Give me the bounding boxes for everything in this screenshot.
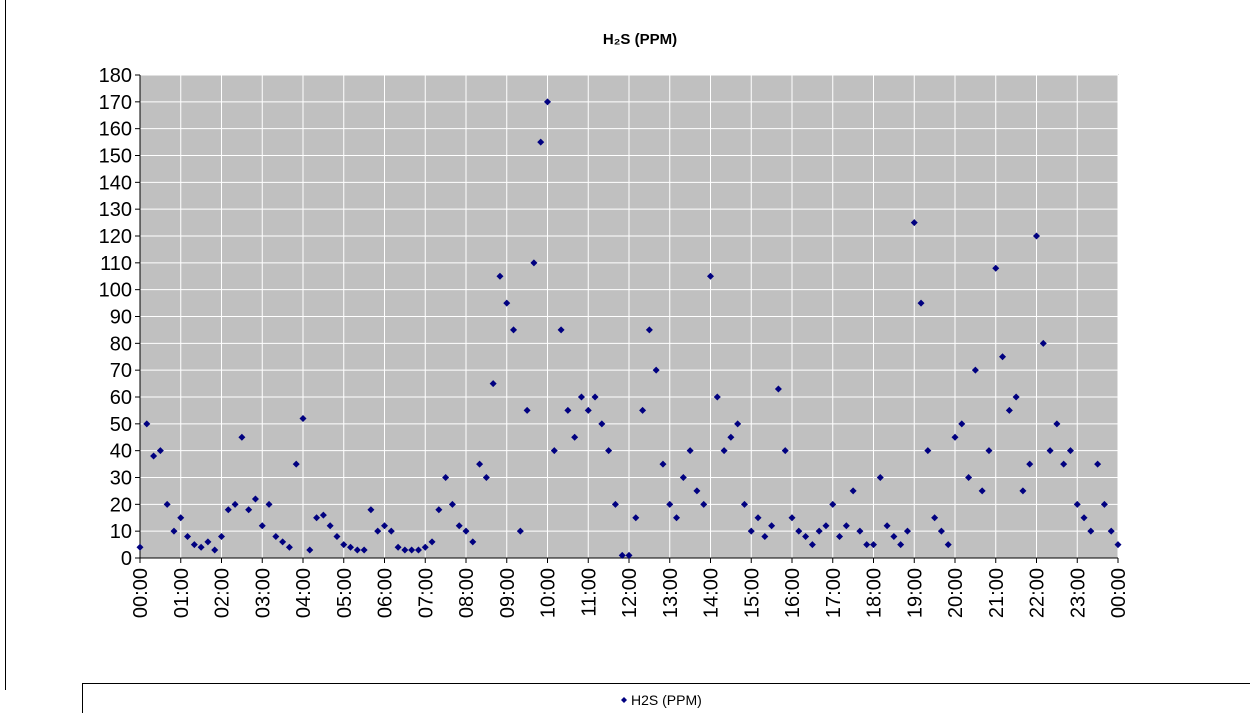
x-tick-label: 14:00 xyxy=(701,568,723,618)
x-tick-label: 12:00 xyxy=(619,568,641,618)
y-tick-label: 50 xyxy=(110,414,132,436)
x-tick-label: 13:00 xyxy=(660,568,682,618)
x-tick-label: 16:00 xyxy=(782,568,804,618)
x-tick-label: 23:00 xyxy=(1067,568,1089,618)
x-tick-label: 10:00 xyxy=(538,568,560,618)
y-tick-label: 10 xyxy=(110,521,132,543)
y-tick-label: 60 xyxy=(110,387,132,409)
y-tick-label: 70 xyxy=(110,360,132,382)
x-tick-label: 17:00 xyxy=(823,568,845,618)
x-tick-label: 22:00 xyxy=(1027,568,1049,618)
y-tick-label: 100 xyxy=(99,280,132,302)
x-tick-label: 02:00 xyxy=(212,568,234,618)
y-tick-label: 90 xyxy=(110,307,132,329)
y-tick-label: 120 xyxy=(99,226,132,248)
x-tick-label: 07:00 xyxy=(415,568,437,618)
x-tick-label: 20:00 xyxy=(945,568,967,618)
x-tick-label: 18:00 xyxy=(864,568,886,618)
x-tick-label: 00:00 xyxy=(1108,568,1130,618)
y-tick-label: 150 xyxy=(99,146,132,168)
x-tick-label: 19:00 xyxy=(904,568,926,618)
y-tick-label: 110 xyxy=(100,253,132,275)
y-tick-label: 170 xyxy=(99,92,132,114)
y-tick-label: 180 xyxy=(99,65,132,87)
legend-label: H2S (PPM) xyxy=(631,692,702,708)
x-tick-label: 15:00 xyxy=(741,568,763,618)
y-tick-label: 140 xyxy=(99,172,132,194)
x-tick-label: 05:00 xyxy=(334,568,356,618)
y-tick-label: 130 xyxy=(99,199,132,221)
x-tick-label: 01:00 xyxy=(171,568,193,618)
y-tick-label: 160 xyxy=(99,119,132,141)
y-tick-label: 20 xyxy=(110,494,132,516)
x-tick-label: 06:00 xyxy=(375,568,397,618)
x-tick-label: 08:00 xyxy=(456,568,478,618)
y-tick-label: 0 xyxy=(121,548,132,570)
x-tick-label: 00:00 xyxy=(130,568,152,618)
y-tick-label: 40 xyxy=(110,441,132,463)
x-tick-label: 03:00 xyxy=(252,568,274,618)
x-tick-label: 21:00 xyxy=(986,568,1008,618)
x-tick-label: 04:00 xyxy=(293,568,315,618)
chart-title: H₂S (PPM) xyxy=(603,31,677,48)
y-tick-label: 80 xyxy=(110,333,132,355)
y-tick-label: 30 xyxy=(110,468,132,490)
x-tick-label: 09:00 xyxy=(497,568,519,618)
x-tick-label: 11:00 xyxy=(578,568,600,617)
